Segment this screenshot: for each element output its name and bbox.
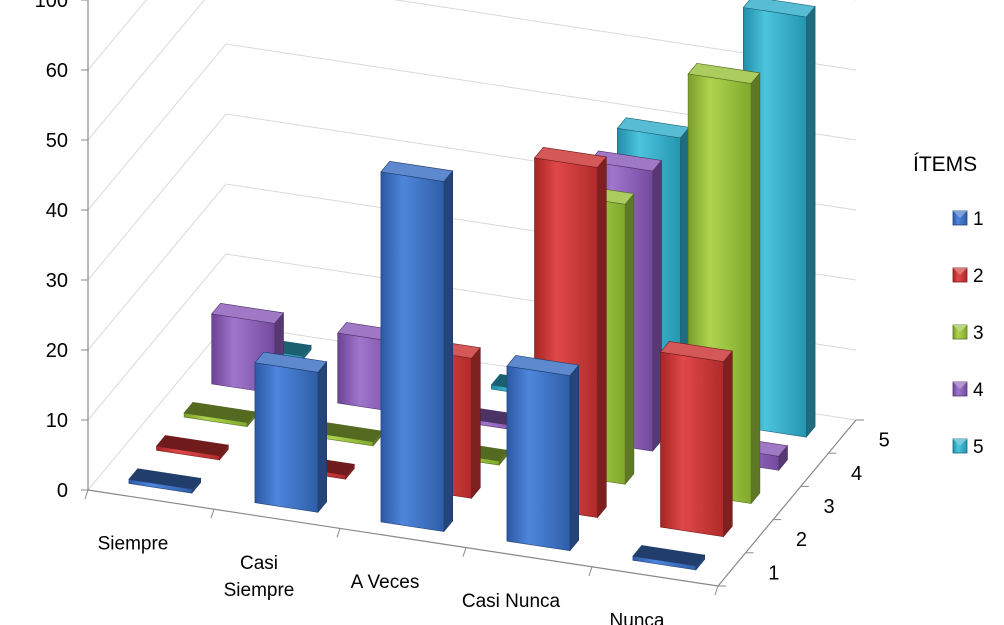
category-labels: Siempre Casi Siempre A Veces Casi Nunca Nunca [84,489,719,625]
category-label: Casi [240,553,278,574]
y-tick-label: 30 [46,270,68,292]
bar [380,160,454,533]
x-tick-mark [462,547,467,557]
bar-top [659,341,733,363]
y-tick-label: 0 [57,480,68,502]
bar-front [506,365,571,552]
y-tick-label: 20 [46,340,68,362]
bar [659,341,733,538]
legend-label: 3 [973,323,984,344]
bar-side [750,72,761,505]
bar-side [652,159,662,452]
bar-top [155,435,229,457]
y-tick-label: 100 [35,0,68,12]
bar-top [632,545,706,567]
depth-tick-label: 2 [796,529,807,551]
legend-swatch-highlight [953,268,967,275]
legend-label: 1 [973,209,984,230]
legend-swatch-highlight [953,439,967,446]
bar-top [128,468,202,490]
bar-top [254,351,328,373]
legend-title: ÍTEMS [913,153,977,176]
legend-item: 5 [952,437,984,458]
x-tick-mark [210,509,215,519]
bar-top [533,146,607,168]
bar-side [723,350,733,538]
x-axis-line [87,489,719,587]
bar-front [254,362,319,513]
category-label: Casi Nunca [462,591,561,612]
depth-tick-label: 1 [768,562,779,584]
bar-side [317,360,328,514]
bars [128,0,816,571]
legend-label: 2 [973,266,984,287]
x-tick-mark [714,585,719,596]
depth-tick-label: 4 [851,463,862,485]
gridline [87,43,857,211]
gridlines [87,0,857,491]
bar-side [569,364,580,552]
bar-side [597,156,607,519]
x-tick-mark [84,489,89,500]
bar-top [687,62,761,84]
category-label: A Veces [351,572,420,593]
legend-item: 4 [952,380,984,401]
legend: ÍTEMS 1 2 3 4 5 [913,153,984,458]
legend-swatch-highlight [953,325,967,332]
bar [183,401,257,428]
y-tick-label: 60 [46,60,68,82]
category-label: Nunca [610,610,665,625]
gridline [87,0,857,141]
legend-swatch-highlight [953,382,967,389]
bar-side [805,5,816,438]
bar-side [471,346,481,500]
legend-item: 3 [952,323,984,344]
legend-swatch-highlight [953,211,967,218]
bar-front [380,171,445,532]
bar-top [211,302,285,324]
x-tick-mark [588,566,593,576]
y-tick-label: 40 [46,200,68,222]
bar-top [742,0,816,18]
depth-tick-label: 5 [879,430,890,452]
bar [128,468,202,494]
bar [254,351,328,514]
x-tick-mark [336,528,341,538]
legend-item: 2 [952,266,984,287]
legend-label: 4 [973,380,984,401]
category-label: Siempre [224,580,295,601]
legend-item: 1 [952,209,984,230]
y-axis-ticks: 0 10 20 30 40 50 60 100 [35,0,88,502]
bar-front [660,351,724,538]
bar-top [589,150,663,172]
bar [506,355,580,552]
legend-label: 5 [973,437,984,458]
y-tick-label: 50 [46,130,68,152]
category-label: Siempre [98,534,169,555]
depth-tick-label: 3 [823,496,834,518]
bar-side [624,192,635,486]
bar-side [443,170,454,533]
bar [155,435,229,461]
bar [632,545,706,571]
depth-axis-line [717,419,857,587]
gridline [87,0,856,71]
bar-top [380,160,454,182]
bar-top [506,355,580,377]
y-tick-label: 10 [46,410,68,432]
